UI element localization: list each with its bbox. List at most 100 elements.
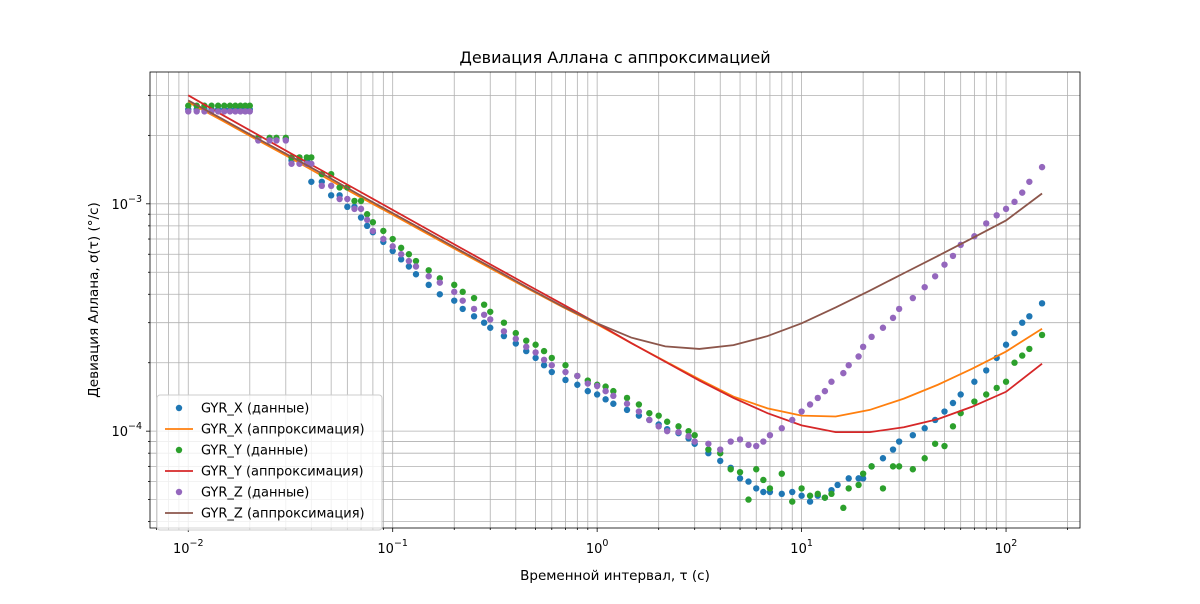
data-point [397,256,405,263]
data-point [806,498,814,505]
grid [150,72,1080,528]
data-point [221,102,228,109]
data-point [232,108,239,115]
data-point [405,257,413,265]
data-point [855,475,862,482]
data-point [308,178,315,185]
fit-line [187,99,1043,350]
legend-marker-swatch [175,404,183,412]
data-point [242,108,249,115]
data-point [855,353,862,360]
data-point [745,441,752,449]
data-point [1002,378,1010,385]
data-point [246,102,253,109]
data-point [405,263,413,270]
legend-marker-swatch [175,446,183,454]
data-point [500,319,508,326]
data-point [336,195,343,203]
data-point [610,387,617,395]
data-point [574,381,581,388]
legend-entry: GYR_Z (данные) [175,486,309,501]
y-tick-label: 10−4 [111,421,142,440]
data-point [1011,359,1018,366]
chart-title: Девиация Аллана с аппроксимацией [459,48,770,67]
x-tick-label-base: 10 [995,542,1012,557]
data-point [889,446,897,453]
data-point [845,485,852,492]
data-point [562,368,569,376]
data-point [523,343,530,350]
y-tick-label-exponent: −4 [128,421,142,432]
data-point [562,362,569,369]
data-point [425,273,432,280]
data-point [971,378,978,385]
data-point [821,494,829,501]
data-point [574,372,581,380]
x-tick-label: 101 [790,538,813,557]
data-point [1038,300,1046,307]
data-point [436,291,444,298]
data-point [993,212,1000,219]
legend-entry: GYR_Y (данные) [175,444,308,459]
data-point [593,382,601,390]
data-point [879,485,887,492]
data-point [889,463,897,470]
data-point [548,354,555,362]
x-tick-label: 102 [995,538,1018,557]
y-axis-label: Девиация Аллана, σ(τ) (°/с) [86,202,102,397]
data-point [840,369,847,377]
data-point [548,362,555,369]
data-point [895,438,903,445]
data-point [369,227,377,235]
data-point [327,182,335,190]
data-point [602,383,609,390]
data-point [562,376,569,384]
x-tick-label-base: 10 [377,542,394,557]
data-point [753,485,760,492]
data-point [303,154,310,161]
data-point [685,427,692,435]
series-gyr-z- [187,99,1043,350]
data-point [1011,329,1018,337]
data-point [845,362,852,369]
data-point [425,281,432,289]
data-point [602,396,609,403]
data-point [646,416,653,424]
data-point [663,427,671,435]
data-point [288,160,295,167]
data-point [983,220,990,227]
data-point [736,468,744,476]
data-point [814,490,821,498]
plot-series [185,94,1046,512]
data-point [895,463,903,470]
data-point [532,349,539,356]
data-point [357,214,365,221]
data-point [745,478,752,485]
legend-entry: GYR_Y (аппроксимация) [165,465,364,480]
legend-label: GYR_Z (аппроксимация) [201,507,365,522]
data-point [523,337,530,344]
data-point [397,251,405,258]
data-point [425,267,432,274]
data-point [753,442,760,450]
data-point [1038,331,1046,339]
data-point [1038,163,1046,171]
data-point [480,311,488,318]
data-point [344,195,351,203]
data-point [412,271,420,278]
y-tick-label-base: 10 [111,198,128,213]
data-point [242,102,249,109]
data-point [971,398,978,405]
data-point [380,227,387,235]
data-point [327,192,335,199]
data-point [451,288,458,296]
series-gyr-y- [187,94,1043,434]
data-point [512,329,519,337]
data-point [941,261,948,268]
data-point [895,305,903,313]
x-tick-label: 100 [586,538,609,557]
x-tick-label-base: 10 [173,542,190,557]
x-tick-label-exponent: 0 [602,538,608,549]
data-point [949,399,957,407]
data-point [828,378,835,385]
